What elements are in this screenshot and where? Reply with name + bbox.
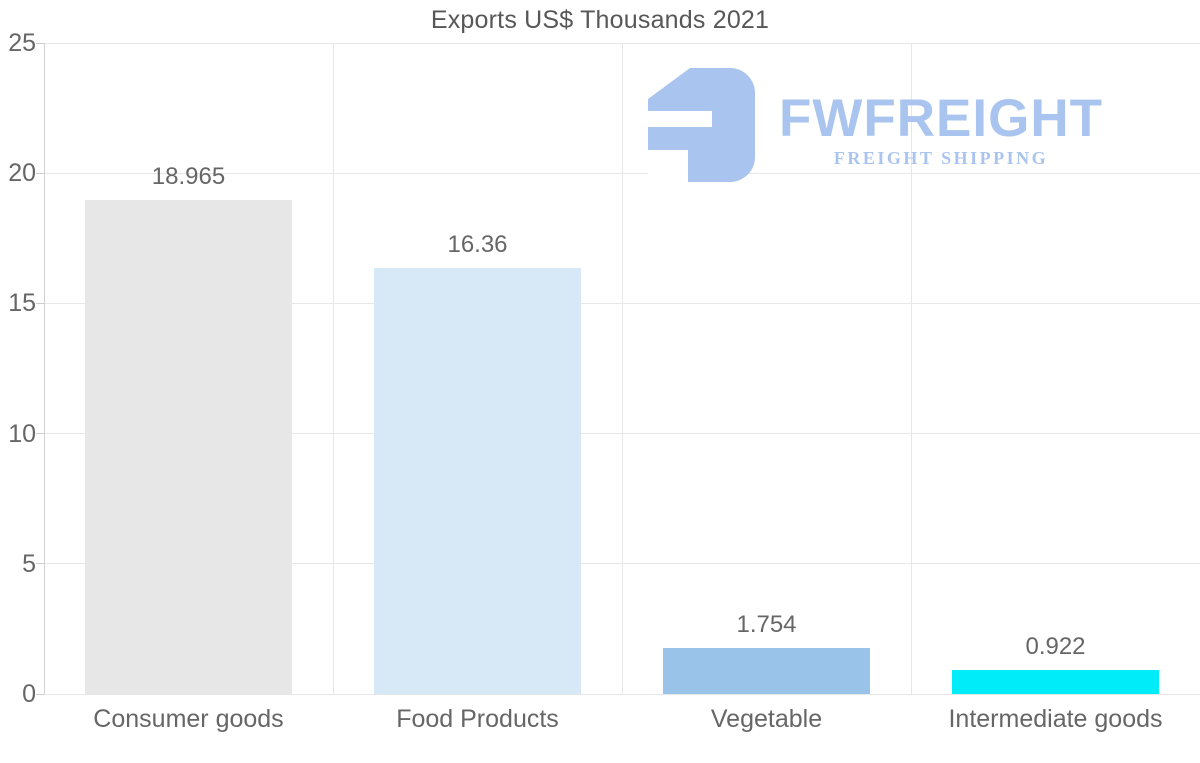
y-axis-tick-mark <box>36 172 44 174</box>
logo-tagline: FREIGHT SHIPPING <box>833 148 1049 168</box>
y-axis-tick-mark <box>36 42 44 44</box>
x-axis-label-vegetable: Vegetable <box>710 705 823 733</box>
gridline-vertical <box>332 43 334 694</box>
bar-value-label-consumer-goods: 18.965 <box>151 163 226 191</box>
y-axis-tick-label: 15 <box>8 289 36 318</box>
gridline-horizontal <box>44 693 1200 695</box>
y-axis-tick-mark <box>36 693 44 695</box>
bar-vegetable[interactable] <box>663 648 870 694</box>
y-axis-tick-label: 5 <box>22 549 36 578</box>
bar-consumer-goods[interactable] <box>85 200 292 694</box>
bar-value-label-intermediate-goods: 0.922 <box>1025 633 1086 660</box>
x-axis-label-food-products: Food Products <box>396 705 559 733</box>
bar-intermediate-goods[interactable] <box>952 670 1159 694</box>
chart-title: Exports US$ Thousands 2021 <box>430 6 770 34</box>
y-axis-tick-mark <box>36 302 44 304</box>
y-axis-tick-label: 10 <box>8 419 36 448</box>
logo-text-block: FWFREIGHT FREIGHT SHIPPING <box>779 68 1103 169</box>
y-axis-tick-label: 20 <box>8 159 36 188</box>
y-axis-line <box>43 43 45 694</box>
y-axis-tick-label: 25 <box>8 29 36 57</box>
bar-food-products[interactable] <box>374 268 581 694</box>
y-axis-tick-mark <box>36 433 44 435</box>
y-axis-tick-mark <box>36 563 44 565</box>
x-axis-label-consumer-goods: Consumer goods <box>93 705 284 733</box>
fwfreight-logo: FWFREIGHT FREIGHT SHIPPING <box>648 68 1103 182</box>
fwfreight-logo-icon <box>648 68 755 182</box>
y-axis-tick-label: 0 <box>22 680 36 708</box>
bar-value-label-food-products: 16.36 <box>447 231 508 258</box>
x-axis-label-intermediate-goods: Intermediate goods <box>948 705 1163 733</box>
gridline-vertical <box>910 43 912 694</box>
logo-wordmark: FWFREIGHT <box>779 89 1103 148</box>
bar-value-label-vegetable: 1.754 <box>736 611 797 639</box>
plot-area: 18.965 16.36 1.754 0.922 <box>43 42 1200 695</box>
gridline-vertical <box>621 43 623 694</box>
